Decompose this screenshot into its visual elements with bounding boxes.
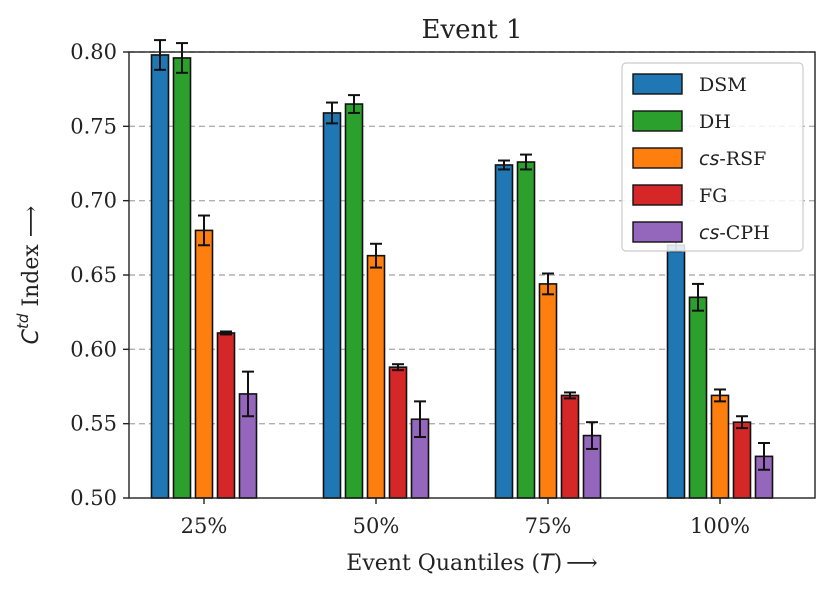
y-tick-label: 0.80 [70, 40, 117, 64]
y-tick-label: 0.50 [70, 486, 117, 510]
y-tick-label: 0.70 [70, 189, 117, 213]
bar-cs-RSF-25% [194, 229, 214, 499]
error-bar [586, 421, 598, 450]
legend-swatch-DH [632, 110, 683, 132]
y-tick-label: 0.75 [70, 114, 117, 138]
legend-label-text: -RSF [719, 148, 766, 170]
y-tick-label: 0.65 [70, 263, 117, 287]
error-bar [176, 42, 188, 74]
y-axis-ticks: 0.50 0.55 0.60 0.65 0.70 0.75 0.80 [70, 40, 129, 510]
error-bar [736, 415, 748, 430]
legend-swatch-FG [632, 184, 683, 206]
y-tick-label: 0.60 [70, 337, 117, 361]
x-axis-label-text: Event Quantiles ( [346, 551, 540, 576]
legend-label-DSM: DSM [699, 74, 747, 96]
bar-cs-RSF-100% [710, 394, 730, 499]
legend-label-text: DSM [699, 74, 747, 96]
bar-DSM-75% [494, 164, 514, 499]
error-bar [692, 282, 704, 312]
error-bar [714, 388, 726, 403]
bar-cs-RSF-50% [366, 254, 386, 499]
legend-label-prefix: cs [699, 222, 719, 244]
bar-DH-50% [344, 103, 364, 499]
y-axis-label: Ctd Index ⟶ [14, 206, 44, 345]
x-tick-label: 25% [181, 514, 228, 538]
error-bar [542, 272, 554, 296]
x-axis-label-arrow: ⟶ [566, 551, 598, 576]
legend-swatch-DSM [632, 73, 683, 95]
bar-cs-RSF-75% [538, 283, 558, 499]
error-bar [242, 370, 254, 418]
error-bar [370, 242, 382, 269]
legend-label-text: DH [699, 111, 731, 133]
error-bar [498, 159, 510, 171]
legend-label-cs-RSF: cs-RSF [699, 148, 766, 170]
bar-FG-75% [560, 394, 580, 499]
x-axis-label-end: ) [554, 551, 563, 576]
x-axis-ticks: 25% 50% 75% 100% [181, 498, 750, 538]
error-bar [154, 39, 166, 71]
legend-label-FG: FG [699, 185, 727, 207]
error-bar [220, 330, 232, 336]
bar-DH-100% [688, 296, 708, 499]
bar-DSM-50% [322, 112, 342, 499]
x-tick-label: 50% [353, 514, 400, 538]
y-axis-label-rest: Index ⟶ [19, 206, 44, 314]
legend-label-cs-CPH: cs-CPH [699, 222, 770, 244]
error-bar [348, 94, 360, 114]
error-bar [564, 391, 576, 400]
error-bar [198, 214, 210, 247]
x-axis-label: Event Quantiles (T) ⟶ [346, 551, 597, 576]
error-bar [520, 153, 532, 171]
legend-swatch-cs-RSF [632, 147, 683, 169]
error-bar [392, 363, 404, 372]
chart-title: Event 1 [421, 15, 522, 45]
bar-DSM-25% [150, 54, 170, 499]
y-axis-label-sup: td [14, 313, 32, 329]
error-bar [414, 400, 426, 439]
legend-label-DH: DH [699, 111, 731, 133]
bar-FG-100% [732, 421, 752, 499]
bar-FG-25% [216, 332, 236, 499]
error-bar [758, 441, 770, 471]
x-axis-label-var: T [540, 551, 555, 576]
legend-label-text: -CPH [719, 222, 769, 244]
bar-DH-25% [172, 57, 192, 499]
bar-DSM-100% [666, 244, 686, 499]
legend-label-prefix: cs [699, 148, 719, 170]
error-bar [326, 101, 338, 125]
y-tick-label: 0.55 [70, 412, 117, 436]
x-tick-label: 75% [525, 514, 572, 538]
legend-label-text: FG [699, 185, 727, 207]
x-tick-label: 100% [690, 514, 750, 538]
legend-swatch-cs-CPH [632, 221, 683, 243]
bar-DH-75% [516, 161, 536, 499]
bar-FG-50% [388, 366, 408, 499]
y-axis-label-main: C [19, 328, 44, 344]
